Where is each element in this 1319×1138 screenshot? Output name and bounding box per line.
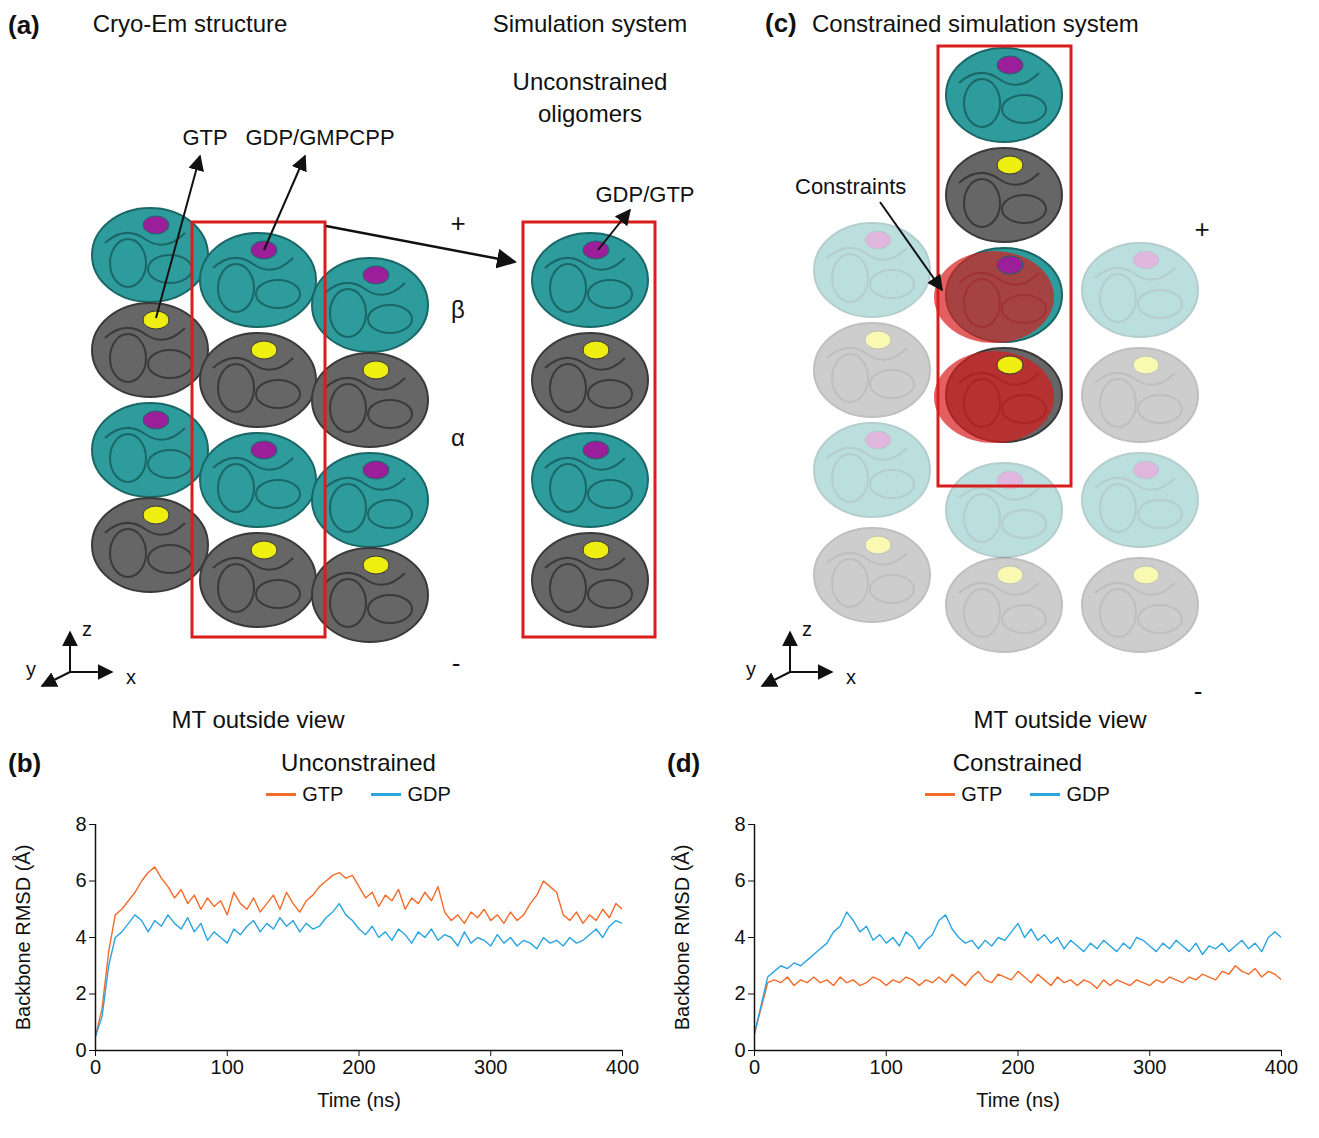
svg-text:+: + [450,208,465,238]
svg-text:(a): (a) [8,10,40,40]
svg-text:2: 2 [75,982,86,1004]
svg-text:MT outside view: MT outside view [974,706,1148,733]
svg-text:+: + [1194,214,1209,244]
svg-text:GDP/GMPCPP: GDP/GMPCPP [245,125,394,150]
svg-text:Backbone RMSD (Å): Backbone RMSD (Å) [12,845,34,1031]
svg-text:6: 6 [75,869,86,891]
svg-text:x: x [846,666,856,688]
svg-text:α: α [451,424,465,451]
svg-text:0: 0 [75,1039,86,1061]
svg-text:(c): (c) [765,8,797,38]
svg-text:z: z [802,618,812,640]
svg-text:Constraints: Constraints [795,174,906,199]
svg-text:oligomers: oligomers [538,100,642,127]
svg-text:0: 0 [90,1056,101,1078]
svg-text:Backbone RMSD (Å): Backbone RMSD (Å) [671,845,693,1031]
svg-text:β: β [451,296,465,323]
svg-text:400: 400 [1265,1056,1298,1078]
html-text:GTP: GTP [961,783,1003,805]
svg-text:8: 8 [75,813,86,835]
svg-text:Time (ns): Time (ns) [317,1089,401,1111]
svg-text:GDP/GTP: GDP/GTP [595,182,694,207]
svg-text:MT outside view: MT outside view [172,706,346,733]
svg-text:Cryo-Em structure: Cryo-Em structure [93,10,288,37]
svg-text:400: 400 [606,1056,639,1078]
svg-text:4: 4 [734,926,745,948]
svg-text:200: 200 [1001,1056,1034,1078]
html-text:GDP: GDP [407,783,451,805]
svg-text:2: 2 [734,982,745,1004]
svg-text:Time (ns): Time (ns) [976,1089,1060,1111]
html-text:(d): (d) [667,748,701,778]
svg-text:y: y [746,658,756,680]
svg-text:300: 300 [1133,1056,1166,1078]
svg-text:6: 6 [734,869,745,891]
svg-text:300: 300 [474,1056,507,1078]
svg-text:200: 200 [342,1056,375,1078]
svg-text:x: x [126,666,136,688]
html-text:(b): (b) [8,748,42,778]
svg-text:0: 0 [734,1039,745,1061]
svg-text:y: y [26,658,36,680]
html-text:GTP: GTP [302,783,344,805]
html-text:GDP: GDP [1066,783,1110,805]
svg-text:4: 4 [75,926,86,948]
svg-text:8: 8 [734,813,745,835]
svg-text:z: z [82,618,92,640]
svg-text:0: 0 [749,1056,760,1078]
svg-text:Constrained simulation system: Constrained simulation system [812,10,1139,37]
svg-text:100: 100 [870,1056,903,1078]
svg-text:Unconstrained: Unconstrained [513,68,668,95]
html-text:Unconstrained: Unconstrained [281,749,436,776]
svg-text:GTP: GTP [182,125,227,150]
svg-text:Simulation system: Simulation system [493,10,688,37]
html-text:Constrained: Constrained [952,749,1083,776]
svg-text:-: - [1194,676,1203,706]
svg-text:100: 100 [211,1056,244,1078]
svg-text:-: - [452,648,461,678]
